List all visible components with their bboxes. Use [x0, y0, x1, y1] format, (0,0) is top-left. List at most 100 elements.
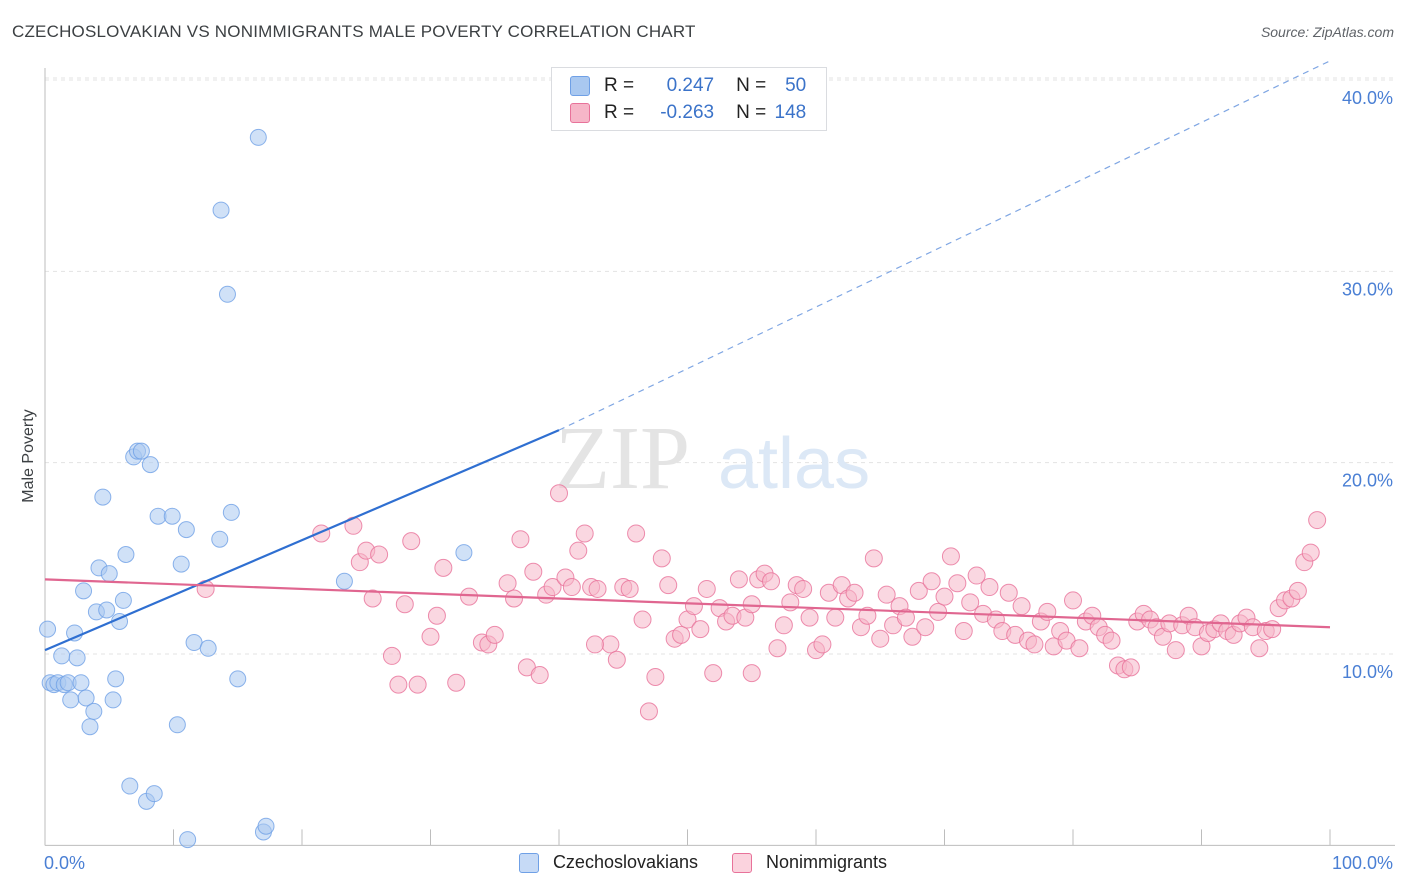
watermark-atlas: atlas: [718, 424, 870, 504]
czechoslovakians-point: [104, 691, 122, 709]
nonimmigrants-point: [543, 578, 562, 597]
nonimmigrants-point: [909, 581, 928, 600]
legend-item-czechoslovakians[interactable]: Czechoslovakians: [518, 852, 699, 873]
nonimmigrants-point: [434, 558, 453, 577]
nonimmigrants-point: [948, 574, 967, 593]
legend-r-value: 0.247: [666, 75, 715, 96]
nonimmigrants-point: [382, 646, 401, 665]
nonimmigrants-trend-line: [44, 578, 1331, 629]
legend-swatch-blue: [518, 852, 539, 873]
nonimmigrants-point: [389, 675, 408, 694]
czechoslovakians-point: [100, 565, 118, 583]
nonimmigrants-point: [864, 549, 883, 568]
czechoslovakians-point: [177, 521, 195, 539]
watermark-zip: ZIP: [555, 409, 690, 508]
axes: [44, 68, 1395, 846]
nonimmigrants-point: [845, 583, 864, 602]
y-tick-label: 20.0%: [1342, 471, 1393, 491]
nonimmigrants-point: [916, 618, 935, 637]
y-axis-label: Male Poverty: [20, 409, 37, 502]
nonimmigrants-point: [935, 587, 954, 606]
watermark: ZIP atlas: [555, 409, 870, 508]
nonimmigrants-point: [427, 606, 446, 625]
legend-n-value: 50: [785, 75, 807, 96]
czechoslovakians-point: [168, 716, 186, 734]
czechoslovakians-point: [107, 670, 125, 688]
nonimmigrants-point: [672, 625, 691, 644]
source-note: Source: ZipAtlas.com: [1260, 24, 1394, 40]
legend-n-label: N =: [736, 102, 767, 123]
legend-label: Czechoslovakians: [552, 852, 699, 872]
czechoslovakians-point: [81, 718, 99, 736]
nonimmigrants-point: [659, 576, 678, 595]
nonimmigrants-point: [961, 593, 980, 612]
legend-item-nonimmigrants[interactable]: Nonimmigrants: [732, 852, 887, 873]
legend-row-czechoslovakians: R = 0.247 N = 50: [570, 73, 806, 99]
chart-title: CZECHOSLOVAKIAN VS NONIMMIGRANTS MALE PO…: [12, 22, 696, 41]
nonimmigrants-point: [1070, 639, 1089, 658]
nonimmigrants-point: [967, 566, 986, 585]
nonimmigrants-point: [1301, 543, 1320, 562]
nonimmigrants-point: [1263, 620, 1282, 639]
czechoslovakians-point: [179, 831, 197, 849]
nonimmigrants-point: [498, 574, 517, 593]
x-tick-label-min: 0.0%: [44, 853, 85, 873]
czechoslovakians-point: [163, 507, 181, 525]
nonimmigrants-point: [1102, 631, 1121, 650]
nonimmigrants-point: [742, 595, 761, 614]
nonimmigrants-point: [794, 579, 813, 598]
czechoslovakians-point: [335, 572, 353, 590]
nonimmigrants-point: [562, 578, 581, 597]
nonimmigrants-point: [691, 620, 710, 639]
czechoslovakians-point: [98, 601, 116, 619]
nonimmigrants-point: [363, 589, 382, 608]
nonimmigrants-point: [1288, 581, 1307, 600]
nonimmigrants-point: [896, 608, 915, 627]
nonimmigrants-point: [768, 639, 787, 658]
nonimmigrants-point: [395, 595, 414, 614]
nonimmigrants-point: [550, 484, 568, 503]
legend-swatch-pink: [570, 103, 590, 123]
nonimmigrants-point: [1121, 658, 1140, 677]
nonimmigrants-point: [999, 583, 1018, 602]
czechoslovakians-point: [212, 201, 230, 219]
czechoslovakians-point: [132, 442, 150, 460]
legend-n-label: N =: [736, 75, 767, 96]
nonimmigrants-point: [607, 650, 626, 669]
czechoslovakians-point: [68, 649, 86, 667]
nonimmigrants-point: [646, 667, 665, 686]
nonimmigrants-point: [530, 666, 549, 685]
nonimmigrants-point: [601, 635, 620, 654]
nonimmigrants-point: [402, 532, 421, 551]
czechoslovakians-point: [257, 817, 275, 835]
legend-r-label: R =: [604, 102, 635, 123]
czechoslovakians-point: [75, 582, 93, 600]
nonimmigrants-point: [652, 549, 671, 568]
trend-lines: [44, 60, 1331, 652]
czechoslovakians-point: [53, 647, 71, 665]
nonimmigrants-point: [588, 579, 607, 598]
nonimmigrants-point: [408, 675, 427, 694]
nonimmigrants-point: [585, 635, 604, 654]
nonimmigrants-point: [511, 530, 530, 549]
czechoslovakians-point: [77, 689, 95, 707]
y-tick-label: 10.0%: [1342, 662, 1393, 682]
czechoslovakians-point: [94, 488, 112, 506]
nonimmigrants-point: [774, 616, 793, 635]
nonimmigrants-point: [871, 629, 890, 648]
legend-swatch-blue: [570, 76, 590, 96]
nonimmigrants-point: [729, 570, 748, 589]
series-nonimmigrants: [196, 484, 1327, 721]
czechoslovakians-point: [229, 670, 247, 688]
czechoslovakians-point: [218, 285, 236, 303]
czechoslovakians-point: [62, 691, 80, 709]
czechoslovakians-point: [72, 674, 90, 692]
czechoslovakians-point: [211, 530, 229, 548]
stats-legend: R = 0.247 N = 50 R = -0.263 N = 148: [551, 67, 827, 131]
x-tick-label-max: 100.0%: [1332, 853, 1393, 873]
nonimmigrants-point: [639, 702, 658, 721]
czechoslovakians-point: [199, 639, 217, 657]
nonimmigrants-point: [633, 610, 652, 629]
czechoslovakians-point: [141, 456, 159, 474]
